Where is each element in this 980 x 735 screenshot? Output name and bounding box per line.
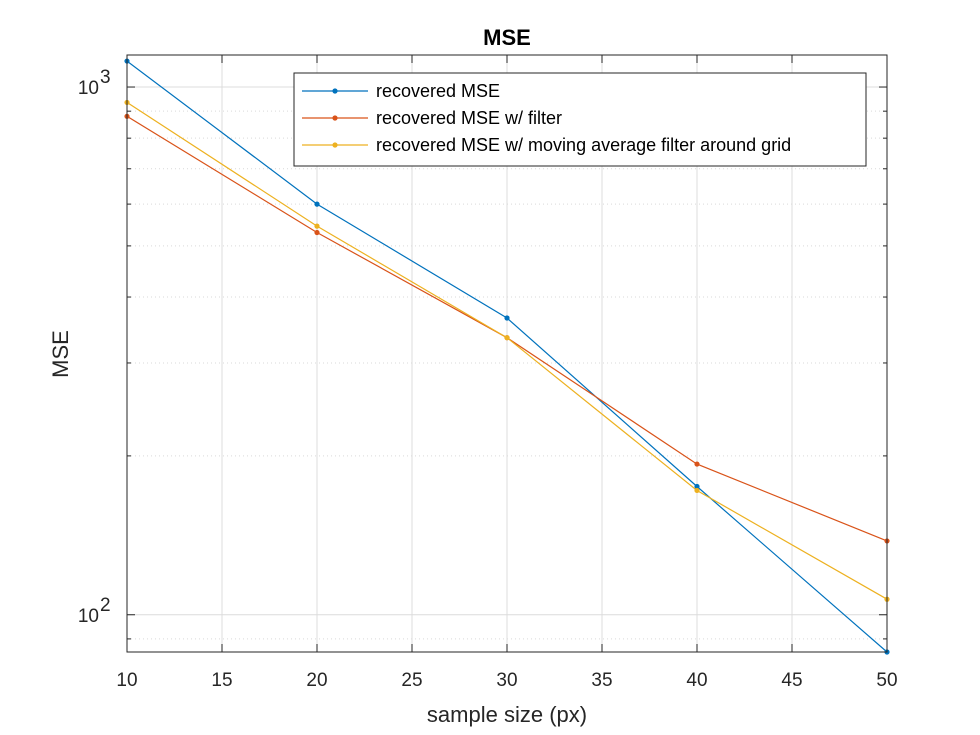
legend-label-3: recovered MSE w/ moving average filter a…: [376, 135, 791, 155]
legend-box: [293, 72, 867, 167]
x-tick-label: 10: [116, 670, 137, 691]
x-tick-label: 45: [781, 670, 802, 691]
series-1-point: [504, 315, 510, 321]
x-tick-label: 25: [401, 670, 422, 691]
series-2-point: [694, 461, 700, 467]
x-tick-label: 35: [591, 670, 612, 691]
y-tick-label-base: 10: [78, 78, 99, 99]
legend-label-1: recovered MSE: [376, 81, 500, 101]
legend-marker-3: [332, 142, 338, 148]
legend-marker-2: [332, 115, 338, 121]
x-tick-label: 30: [496, 670, 517, 691]
x-tick-label: 50: [876, 670, 897, 691]
legend-marker-1: [332, 88, 338, 94]
series-1-point: [694, 483, 700, 490]
x-axis-label: sample size (px): [427, 702, 587, 727]
y-axis-label: MSE: [48, 330, 73, 378]
series-2-point: [314, 229, 320, 236]
series-3-point: [314, 223, 320, 229]
legend: recovered MSE recovered MSE w/ filter reco…: [293, 72, 867, 167]
y-tick-label-exponent: 2: [100, 595, 111, 616]
series-1-point: [314, 201, 320, 207]
legend-label-2: recovered MSE w/ filter: [376, 108, 562, 128]
y-tick-label-exponent: 3: [100, 67, 111, 88]
y-tick-label-base: 10: [78, 606, 99, 627]
x-tick-label: 40: [686, 670, 707, 691]
series-layer: [124, 58, 890, 655]
series-3-point: [694, 487, 700, 494]
chart-title: MSE: [483, 25, 531, 50]
x-tick-label: 15: [211, 670, 232, 691]
x-tick-label: 20: [306, 670, 327, 691]
series-3-point: [504, 335, 510, 341]
